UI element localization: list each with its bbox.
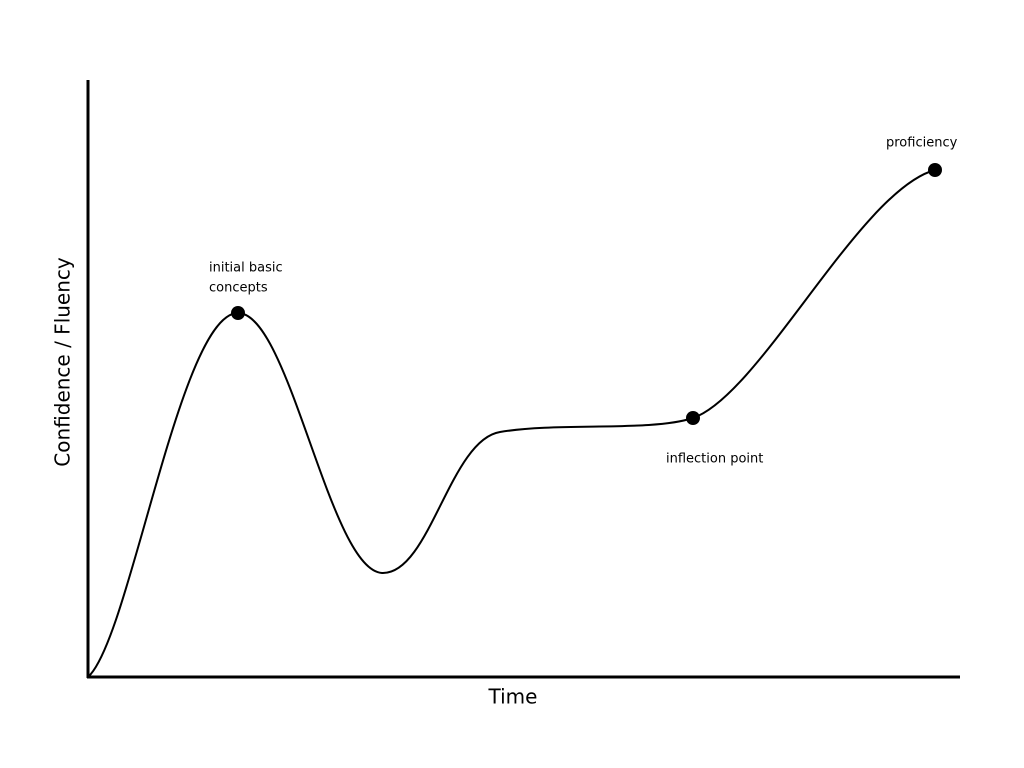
y-axis-label: Confidence / Fluency <box>51 257 75 467</box>
point-marker <box>928 163 942 177</box>
point-label: inflection point <box>666 452 763 467</box>
point-label: concepts <box>209 281 268 296</box>
x-axis-label: Time <box>488 685 538 709</box>
point-marker <box>686 411 700 425</box>
point-label: proficiency <box>886 136 958 151</box>
point-label: initial basic <box>209 261 283 276</box>
learning-curve <box>87 169 936 678</box>
point-marker <box>231 306 245 320</box>
